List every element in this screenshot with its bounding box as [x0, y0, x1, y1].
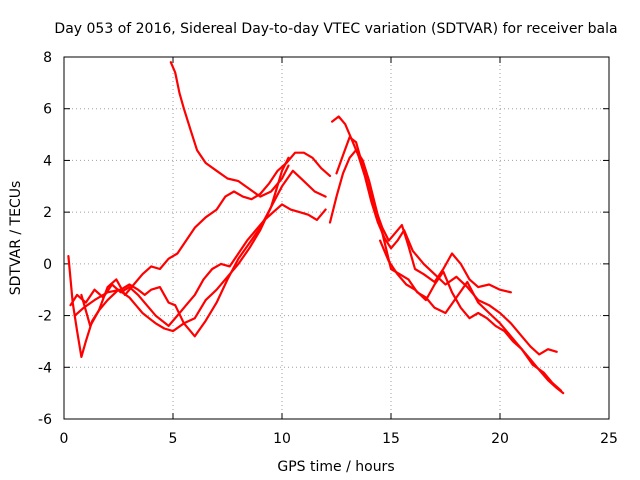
y-tick-label: 4	[43, 153, 52, 169]
x-tick-label: 5	[169, 431, 178, 447]
data-series	[67, 61, 565, 395]
series-arc-2	[69, 203, 327, 327]
series-arc-3	[73, 169, 327, 338]
series-arc-1	[67, 156, 290, 358]
series-arc-5	[169, 61, 290, 198]
axis-ticks	[63, 56, 610, 420]
x-tick-label: 15	[382, 431, 400, 447]
y-tick-labels: -6 -4 -2 0 2 4 6 8	[38, 50, 52, 428]
x-tick-label: 20	[491, 431, 509, 447]
x-tick-label: 0	[60, 431, 69, 447]
y-tick-label: -6	[38, 412, 52, 428]
x-tick-labels: 0 5 10 15 20 25	[60, 431, 618, 447]
grid-lines	[64, 57, 609, 419]
chart-title: Day 053 of 2016, Sidereal Day-to-day VTE…	[54, 21, 617, 37]
series-arc-6	[331, 115, 558, 356]
x-tick-label: 25	[600, 431, 618, 447]
y-axis-label: SDTVAR / TECUs	[8, 181, 24, 296]
y-tick-label: 2	[43, 205, 52, 221]
series-arc-9	[379, 239, 565, 395]
plot-frame	[63, 56, 610, 420]
x-tick-label: 10	[273, 431, 291, 447]
y-tick-label: 8	[43, 50, 52, 66]
y-tick-label: 0	[43, 257, 52, 273]
x-axis-label: GPS time / hours	[277, 459, 394, 475]
y-tick-label: 6	[43, 102, 52, 118]
y-tick-label: -2	[38, 309, 52, 325]
y-tick-label: -4	[38, 360, 52, 376]
series-arc-4	[80, 151, 332, 327]
